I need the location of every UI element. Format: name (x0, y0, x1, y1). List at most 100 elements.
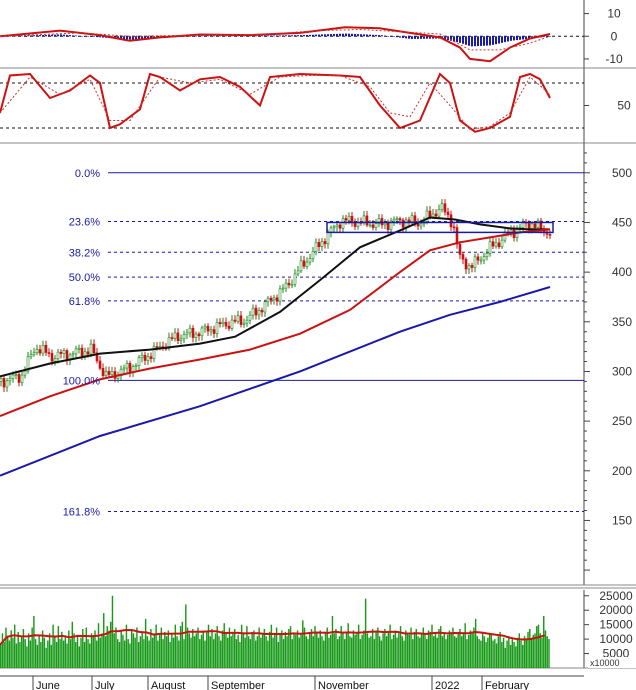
macd-histogram-bar (237, 35, 239, 37)
macd-histogram-bar (339, 33, 341, 37)
price-candle-body (437, 209, 441, 217)
volume-bar (382, 633, 384, 668)
month-label: September (211, 680, 265, 690)
volume-tick-label: 25000 (599, 589, 633, 603)
macd-histogram-bar (546, 36, 548, 37)
price-candle-body (332, 226, 336, 229)
volume-bar (515, 646, 517, 668)
volume-bar (508, 636, 510, 668)
macd-histogram-bar (513, 36, 515, 41)
moving-average-line (0, 286, 551, 477)
volume-bar (427, 630, 430, 668)
volume-bar (424, 634, 426, 668)
macd-histogram-bar (345, 33, 347, 37)
price-candle-body (389, 220, 393, 230)
price-candle-body (347, 215, 351, 221)
volume-bar (361, 634, 363, 668)
macd-histogram-bar (198, 35, 200, 37)
price-candle-body (182, 334, 186, 340)
volume-bar (186, 627, 189, 668)
volume-bar (179, 626, 182, 668)
volume-bar (130, 629, 133, 668)
volume-bar (539, 633, 541, 668)
volume-bar (485, 642, 487, 668)
volume-bar (55, 642, 58, 668)
macd-histogram-bar (309, 34, 311, 37)
volume-bar (139, 636, 142, 668)
volume-bar (307, 639, 309, 668)
volume-bar (103, 613, 105, 668)
volume-bar (246, 626, 248, 668)
volume-bar (8, 640, 11, 668)
macd-histogram-bar (315, 34, 317, 37)
macd-histogram-bar (243, 35, 245, 37)
volume-bar (85, 627, 88, 668)
volume-tick-label: 15000 (599, 618, 633, 632)
volume-bar (54, 636, 56, 668)
price-candle-body (209, 329, 213, 332)
macd-histogram-bar (207, 35, 209, 37)
volume-bar (373, 639, 376, 668)
volume-bar (537, 624, 540, 668)
volume-bar (106, 626, 108, 668)
price-candle-body (272, 297, 276, 301)
volume-bar (113, 633, 115, 668)
volume-bar (230, 636, 232, 668)
macd-histogram-bar (258, 35, 260, 37)
price-candle-body (110, 371, 114, 375)
price-candle-body (239, 315, 243, 325)
volume-bar (303, 627, 306, 668)
volume-bar (310, 629, 313, 668)
price-candle-body (446, 211, 450, 216)
macd-histogram-bar (429, 36, 431, 39)
volume-bar (20, 636, 23, 668)
volume-bar (529, 629, 531, 668)
macd-histogram-bar (75, 35, 77, 37)
price-tick-label: 150 (612, 513, 632, 527)
volume-bar (110, 621, 112, 668)
price-candle-body (11, 374, 15, 379)
price-candle-body (473, 256, 477, 268)
macd-histogram-bar (69, 35, 71, 37)
macd-histogram-bar (51, 34, 53, 37)
price-candle-body (5, 380, 9, 388)
price-candle-body (386, 222, 390, 230)
price-candle-body (419, 223, 423, 227)
macd-histogram-bar (354, 33, 356, 37)
volume-bar (483, 636, 486, 668)
price-candle-body (410, 215, 414, 222)
volume-bar (157, 640, 159, 668)
volume-bar (546, 636, 548, 668)
volume-bar (80, 637, 82, 668)
volume-bar (204, 640, 206, 668)
volume-bar (305, 636, 308, 668)
volume-bar (300, 633, 302, 668)
volume-bar (122, 634, 124, 668)
volume-bar (488, 633, 491, 668)
volume-bar (151, 637, 154, 668)
volume-bar (286, 636, 288, 668)
volume-bar (146, 636, 149, 668)
fibonacci-label: 0.0% (75, 168, 100, 180)
macd-histogram-bar (78, 35, 80, 37)
macd-histogram-bar (459, 36, 461, 43)
volume-bar (377, 627, 379, 668)
price-tick-label: 300 (612, 364, 632, 378)
volume-bar (45, 647, 47, 668)
macd-histogram-bar (189, 36, 191, 37)
volume-bar (413, 631, 416, 668)
price-candle-body (86, 351, 90, 355)
volume-bar (48, 633, 51, 668)
price-candle-body (236, 315, 240, 322)
volume-bar (33, 616, 35, 668)
volume-bar (446, 634, 449, 668)
volume-bar (247, 636, 250, 668)
volume-bar (188, 633, 191, 668)
price-tick-label: 400 (612, 265, 632, 279)
volume-bar (206, 631, 208, 668)
volume-bar (420, 633, 423, 668)
macd-histogram-bar (411, 36, 413, 39)
volume-bar (298, 637, 301, 668)
price-candle-body (485, 253, 489, 257)
